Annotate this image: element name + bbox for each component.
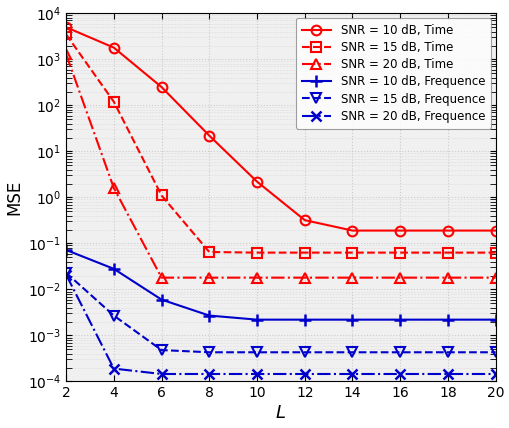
SNR = 10 dB, Frequence — [63, 247, 69, 253]
SNR = 20 dB, Frequence — [492, 372, 498, 377]
SNR = 15 dB, Frequence — [492, 350, 498, 355]
SNR = 20 dB, Frequence — [444, 372, 450, 377]
SNR = 15 dB, Time — [444, 250, 450, 255]
SNR = 15 dB, Time — [253, 250, 260, 255]
Line: SNR = 15 dB, Time: SNR = 15 dB, Time — [61, 30, 499, 258]
Line: SNR = 10 dB, Time: SNR = 10 dB, Time — [61, 22, 499, 235]
SNR = 15 dB, Frequence — [158, 348, 164, 353]
SNR = 15 dB, Time — [158, 193, 164, 198]
SNR = 15 dB, Time — [492, 250, 498, 255]
SNR = 15 dB, Frequence — [206, 350, 212, 355]
SNR = 15 dB, Frequence — [110, 313, 117, 318]
SNR = 15 dB, Frequence — [63, 270, 69, 275]
SNR = 10 dB, Time — [397, 228, 403, 233]
SNR = 15 dB, Time — [63, 32, 69, 37]
SNR = 10 dB, Time — [349, 228, 355, 233]
SNR = 15 dB, Frequence — [253, 350, 260, 355]
SNR = 15 dB, Time — [206, 250, 212, 255]
SNR = 10 dB, Frequence — [301, 317, 307, 322]
SNR = 10 dB, Frequence — [349, 317, 355, 322]
SNR = 20 dB, Frequence — [349, 372, 355, 377]
SNR = 10 dB, Time — [110, 45, 117, 50]
SNR = 20 dB, Time — [110, 185, 117, 190]
SNR = 20 dB, Time — [206, 275, 212, 280]
Y-axis label: MSE: MSE — [6, 180, 23, 215]
SNR = 10 dB, Time — [206, 133, 212, 138]
SNR = 15 dB, Time — [110, 99, 117, 104]
SNR = 20 dB, Frequence — [206, 372, 212, 377]
SNR = 10 dB, Frequence — [158, 297, 164, 302]
SNR = 15 dB, Time — [349, 250, 355, 255]
SNR = 20 dB, Time — [397, 275, 403, 280]
Line: SNR = 15 dB, Frequence: SNR = 15 dB, Frequence — [61, 268, 499, 357]
SNR = 10 dB, Time — [492, 228, 498, 233]
Line: SNR = 20 dB, Time: SNR = 20 dB, Time — [61, 49, 499, 282]
SNR = 20 dB, Frequence — [253, 372, 260, 377]
SNR = 20 dB, Frequence — [301, 372, 307, 377]
SNR = 10 dB, Time — [63, 25, 69, 30]
SNR = 20 dB, Time — [444, 275, 450, 280]
SNR = 15 dB, Frequence — [349, 350, 355, 355]
SNR = 20 dB, Frequence — [397, 372, 403, 377]
SNR = 15 dB, Frequence — [301, 350, 307, 355]
SNR = 20 dB, Time — [63, 51, 69, 56]
Legend: SNR = 10 dB, Time, SNR = 15 dB, Time, SNR = 20 dB, Time, SNR = 10 dB, Frequence,: SNR = 10 dB, Time, SNR = 15 dB, Time, SN… — [295, 18, 490, 128]
SNR = 10 dB, Frequence — [253, 317, 260, 322]
SNR = 10 dB, Frequence — [110, 266, 117, 271]
SNR = 20 dB, Frequence — [63, 272, 69, 277]
SNR = 10 dB, Time — [158, 84, 164, 89]
SNR = 10 dB, Frequence — [492, 317, 498, 322]
SNR = 15 dB, Time — [397, 250, 403, 255]
SNR = 10 dB, Frequence — [397, 317, 403, 322]
SNR = 20 dB, Time — [492, 275, 498, 280]
SNR = 10 dB, Frequence — [206, 313, 212, 318]
SNR = 10 dB, Frequence — [444, 317, 450, 322]
SNR = 20 dB, Time — [158, 275, 164, 280]
SNR = 15 dB, Time — [301, 250, 307, 255]
SNR = 20 dB, Frequence — [110, 366, 117, 371]
X-axis label: $L$: $L$ — [275, 404, 286, 422]
SNR = 10 dB, Time — [253, 179, 260, 184]
SNR = 20 dB, Time — [301, 275, 307, 280]
SNR = 20 dB, Time — [349, 275, 355, 280]
Line: SNR = 10 dB, Frequence: SNR = 10 dB, Frequence — [60, 244, 501, 326]
SNR = 20 dB, Frequence — [158, 372, 164, 377]
SNR = 10 dB, Time — [444, 228, 450, 233]
SNR = 15 dB, Frequence — [397, 350, 403, 355]
Line: SNR = 20 dB, Frequence: SNR = 20 dB, Frequence — [61, 270, 499, 379]
SNR = 10 dB, Time — [301, 217, 307, 223]
SNR = 15 dB, Frequence — [444, 350, 450, 355]
SNR = 20 dB, Time — [253, 275, 260, 280]
